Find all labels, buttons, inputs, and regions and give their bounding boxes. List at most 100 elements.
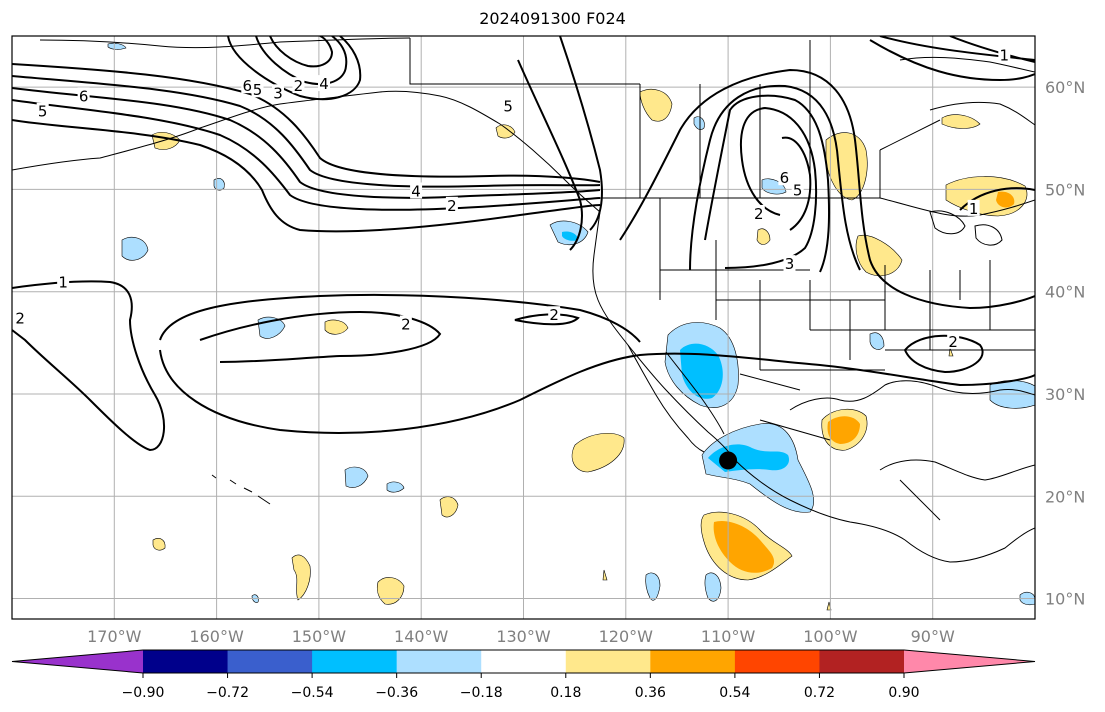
- contour-label: 5: [253, 81, 263, 99]
- pos-anomaly-south-1: [376, 577, 405, 605]
- pos-anomaly-great-lakes: [945, 176, 1028, 217]
- contour-west-6: [12, 63, 601, 183]
- contour-east-4: [724, 106, 818, 269]
- contour-label: 3: [273, 84, 283, 102]
- contour-label: 1: [58, 274, 68, 292]
- contour-east-1: [619, 68, 1035, 310]
- contour-label-bg: [77, 87, 90, 104]
- colorbar-tick-label: −0.36: [375, 685, 418, 701]
- contour-north-ring3: [269, 36, 334, 68]
- contour-label-bg: [502, 97, 515, 114]
- contour-label: 2: [447, 197, 457, 215]
- contour-label: 2: [754, 205, 764, 223]
- neg-anomaly-1: [121, 237, 149, 261]
- contour-label-bg: [947, 332, 960, 349]
- contour-ridge: [517, 36, 603, 251]
- pos-anomaly-nm: [756, 228, 771, 245]
- pos-anomaly-south-2: [291, 554, 311, 601]
- contour-label: 4: [411, 182, 421, 200]
- contour-label-bg: [783, 255, 796, 272]
- contour-label: 2: [294, 77, 304, 95]
- neg-anomaly-13: [693, 116, 705, 130]
- contour-label: 5: [503, 98, 513, 116]
- hudson-region: [899, 56, 1035, 126]
- colorbar-tick-label: −0.54: [291, 685, 334, 701]
- canada-provinces: [409, 38, 941, 198]
- pos-anomaly-great-lakes-core: [996, 191, 1015, 208]
- colorbar-segment: [565, 650, 651, 673]
- colorbar-tick-label: 0.72: [804, 685, 835, 701]
- storm-center-marker: [719, 451, 738, 470]
- contour-west-5: [12, 75, 601, 188]
- contour-label-bg: [399, 315, 412, 332]
- contour-2c: [514, 313, 580, 326]
- lat-tick-label: 10°N: [1045, 590, 1085, 609]
- contour-ne-2: [869, 39, 1035, 82]
- contour-2-east: [903, 334, 984, 374]
- contour-label-bg: [998, 46, 1011, 63]
- contour-label: 5: [38, 103, 48, 121]
- contour-label: 6: [780, 169, 790, 187]
- neg-anomaly-8: [869, 332, 885, 350]
- colorbar-tick-label: −0.90: [122, 685, 165, 701]
- contour-west-4: [12, 87, 601, 199]
- lon-tick-label: 160°W: [189, 627, 244, 646]
- pos-anomaly-pacific-blob: [571, 432, 625, 473]
- contour-label-bg: [251, 81, 264, 98]
- contour-label-bg: [778, 169, 791, 186]
- neg-anomaly-5: [386, 481, 405, 493]
- colorbar-extend-min: [12, 650, 143, 673]
- pos-anomaly-gulf-alaska: [495, 124, 516, 139]
- contour-west-2: [12, 119, 601, 233]
- pos-anomaly-hudson: [941, 114, 981, 129]
- contour-label-bg: [967, 199, 980, 216]
- gridlines: [12, 36, 1035, 619]
- gulf-california: [665, 351, 725, 435]
- contour-label-bg: [36, 102, 49, 119]
- contour-label-bg: [57, 273, 70, 290]
- contour-label-bg: [548, 306, 561, 323]
- neg-anomaly-6: [645, 572, 661, 601]
- contour-label-bg: [752, 204, 765, 221]
- pos-anomaly-east-pacific-core: [713, 520, 775, 573]
- lat-tick-label: 20°N: [1045, 487, 1085, 506]
- lon-tick-label: 90°W: [911, 627, 955, 646]
- neg-anomaly-14: [761, 178, 787, 195]
- contour-label-bg: [292, 77, 305, 94]
- pos-anomaly-canada: [639, 89, 673, 122]
- contour-label-bg: [791, 181, 804, 198]
- lon-tick-label: 100°W: [803, 627, 858, 646]
- colorbar-tick-label: 0.18: [550, 685, 581, 701]
- contour-label: 4: [319, 75, 329, 93]
- pos-anomaly-hawaii-e: [439, 496, 459, 518]
- lat-tick-label: 60°N: [1045, 78, 1085, 97]
- lat-tick-label: 30°N: [1045, 385, 1085, 404]
- lon-tick-label: 170°W: [87, 627, 142, 646]
- contour-label-bg: [445, 196, 458, 213]
- contour-ne: [879, 36, 1035, 211]
- colorbar-segment: [650, 650, 736, 673]
- contour-lines: [12, 36, 1035, 452]
- contour-1b: [159, 349, 1035, 434]
- contour-label: 6: [79, 87, 89, 105]
- hawaii-islands: [211, 474, 271, 505]
- contour-2b: [159, 293, 641, 343]
- neg-anomaly-4: [344, 466, 369, 488]
- gulf-mexico-coast: [789, 380, 1035, 411]
- neg-anomaly-7: [704, 572, 722, 602]
- contour-east-5: [781, 136, 812, 231]
- colorbar-segment: [481, 650, 567, 673]
- contour-label: 2: [549, 306, 559, 324]
- colorbar-tick-label: −0.18: [460, 685, 503, 701]
- contour-east-2: [689, 84, 861, 271]
- great-lakes: [929, 210, 1003, 246]
- longitude-labels: 170°W 160°W 150°W 140°W 130°W 120°W 110°W 100°W…: [87, 627, 955, 646]
- alaska-north: [39, 37, 411, 49]
- contour-north-ring2: [255, 36, 348, 85]
- neg-anomaly-nw-mexico-core: [680, 343, 723, 399]
- anomaly-shading: [107, 42, 1035, 611]
- pos-anomaly-gulf-core: [827, 416, 860, 444]
- contour-label-bg: [271, 84, 284, 101]
